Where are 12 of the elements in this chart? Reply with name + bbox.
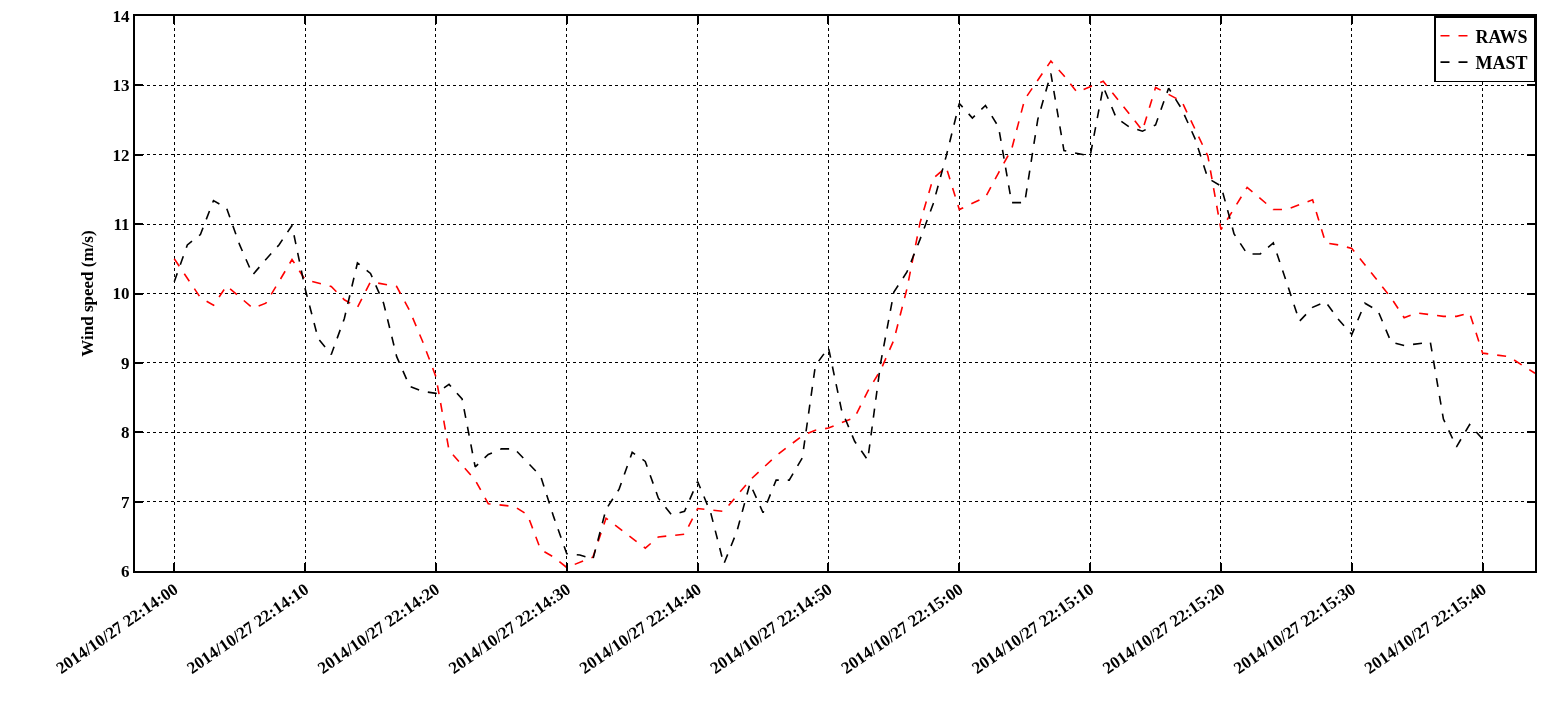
y-tick-label: 11 (113, 215, 130, 235)
y-tick-label: 7 (121, 492, 131, 512)
y-tick-label: 13 (112, 76, 130, 96)
y-tick-label: 14 (112, 6, 131, 26)
y-tick-label: 8 (121, 423, 130, 443)
legend-label: MAST (1475, 53, 1528, 74)
y-axis-title: Wind speed (m/s) (77, 230, 97, 357)
y-tick-label: 10 (112, 284, 130, 304)
y-tick-label: 6 (121, 561, 130, 581)
legend-label: RAWS (1475, 26, 1528, 47)
y-tick-label: 12 (112, 145, 130, 165)
y-tick-label: 9 (121, 353, 130, 373)
